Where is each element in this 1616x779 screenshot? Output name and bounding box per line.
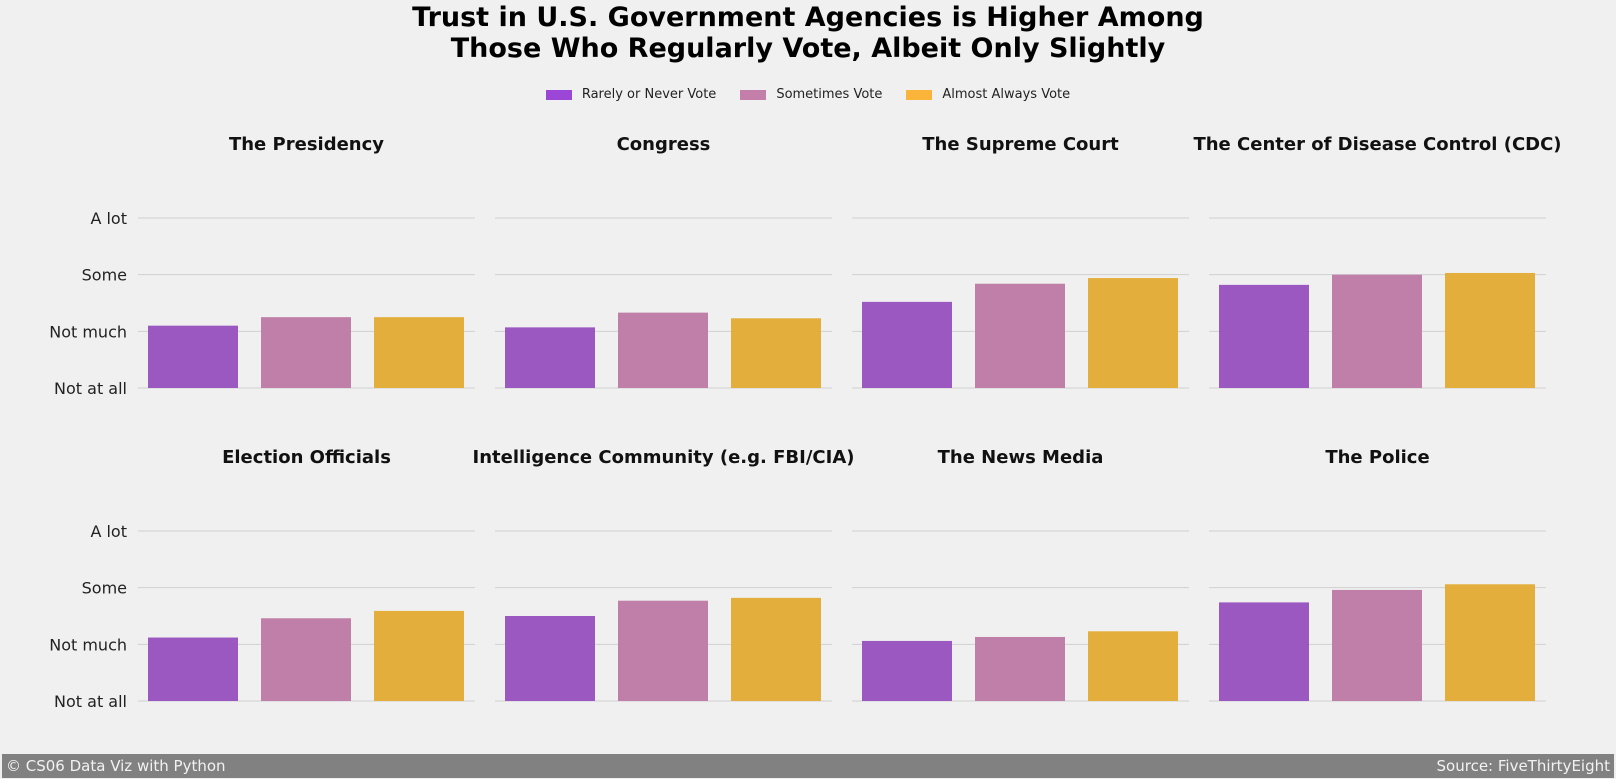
y-tick-label: A lot [90,522,127,541]
bar-election-officials-rarely-or-never-vote [148,638,238,701]
panel-title-the-supreme-court: The Supreme Court [922,134,1119,155]
panel-title-the-center-of-disease-control-cdc: The Center of Disease Control (CDC) [1193,134,1561,155]
bar-intelligence-community-e-g-fbi-cia-rarely-or-never-vote [505,616,595,701]
y-tick-label: Some [82,579,127,598]
panel-title-election-officials: Election Officials [222,447,391,468]
bar-intelligence-community-e-g-fbi-cia-almost-always-vote [731,598,821,701]
bar-the-supreme-court-rarely-or-never-vote [862,302,952,388]
bar-the-police-almost-always-vote [1445,584,1535,701]
bar-the-news-media-almost-always-vote [1088,631,1178,701]
bar-the-center-of-disease-control-cdc-sometimes-vote [1332,275,1422,388]
bar-congress-rarely-or-never-vote [505,327,595,388]
panel-title-the-presidency: The Presidency [229,134,384,155]
bar-the-presidency-almost-always-vote [374,317,464,388]
bar-the-police-rarely-or-never-vote [1219,602,1309,701]
bar-the-presidency-sometimes-vote [261,317,351,388]
bar-election-officials-almost-always-vote [374,611,464,701]
bar-the-police-sometimes-vote [1332,590,1422,701]
footer-credit: © CS06 Data Viz with Python [6,757,226,775]
bar-congress-sometimes-vote [618,313,708,388]
bar-congress-almost-always-vote [731,318,821,388]
bar-the-supreme-court-sometimes-vote [975,284,1065,388]
bar-the-presidency-rarely-or-never-vote [148,326,238,388]
y-tick-label: A lot [90,209,127,228]
y-tick-label: Not at all [54,692,127,711]
bar-intelligence-community-e-g-fbi-cia-sometimes-vote [618,601,708,701]
panel-title-the-news-media: The News Media [938,447,1104,468]
bar-the-news-media-sometimes-vote [975,637,1065,701]
footer-source: Source: FiveThirtyEight [1437,757,1610,775]
bar-election-officials-sometimes-vote [261,618,351,701]
y-tick-label: Not at all [54,379,127,398]
y-tick-label: Not much [49,635,127,654]
bar-the-center-of-disease-control-cdc-rarely-or-never-vote [1219,285,1309,388]
charts-grid: Not at all Not much Some A lot The Presidenc… [0,0,1616,754]
bar-the-news-media-rarely-or-never-vote [862,641,952,701]
panel-title-congress: Congress [617,134,711,155]
bar-the-center-of-disease-control-cdc-almost-always-vote [1445,273,1535,388]
footer-bar: © CS06 Data Viz with Python Source: Five… [2,754,1614,778]
y-tick-label: Not much [49,322,127,341]
y-tick-label: Some [82,266,127,285]
panel-title-intelligence-community-e-g-fbi-cia: Intelligence Community (e.g. FBI/CIA) [473,447,855,468]
panel-title-the-police: The Police [1325,447,1429,468]
bar-the-supreme-court-almost-always-vote [1088,278,1178,388]
